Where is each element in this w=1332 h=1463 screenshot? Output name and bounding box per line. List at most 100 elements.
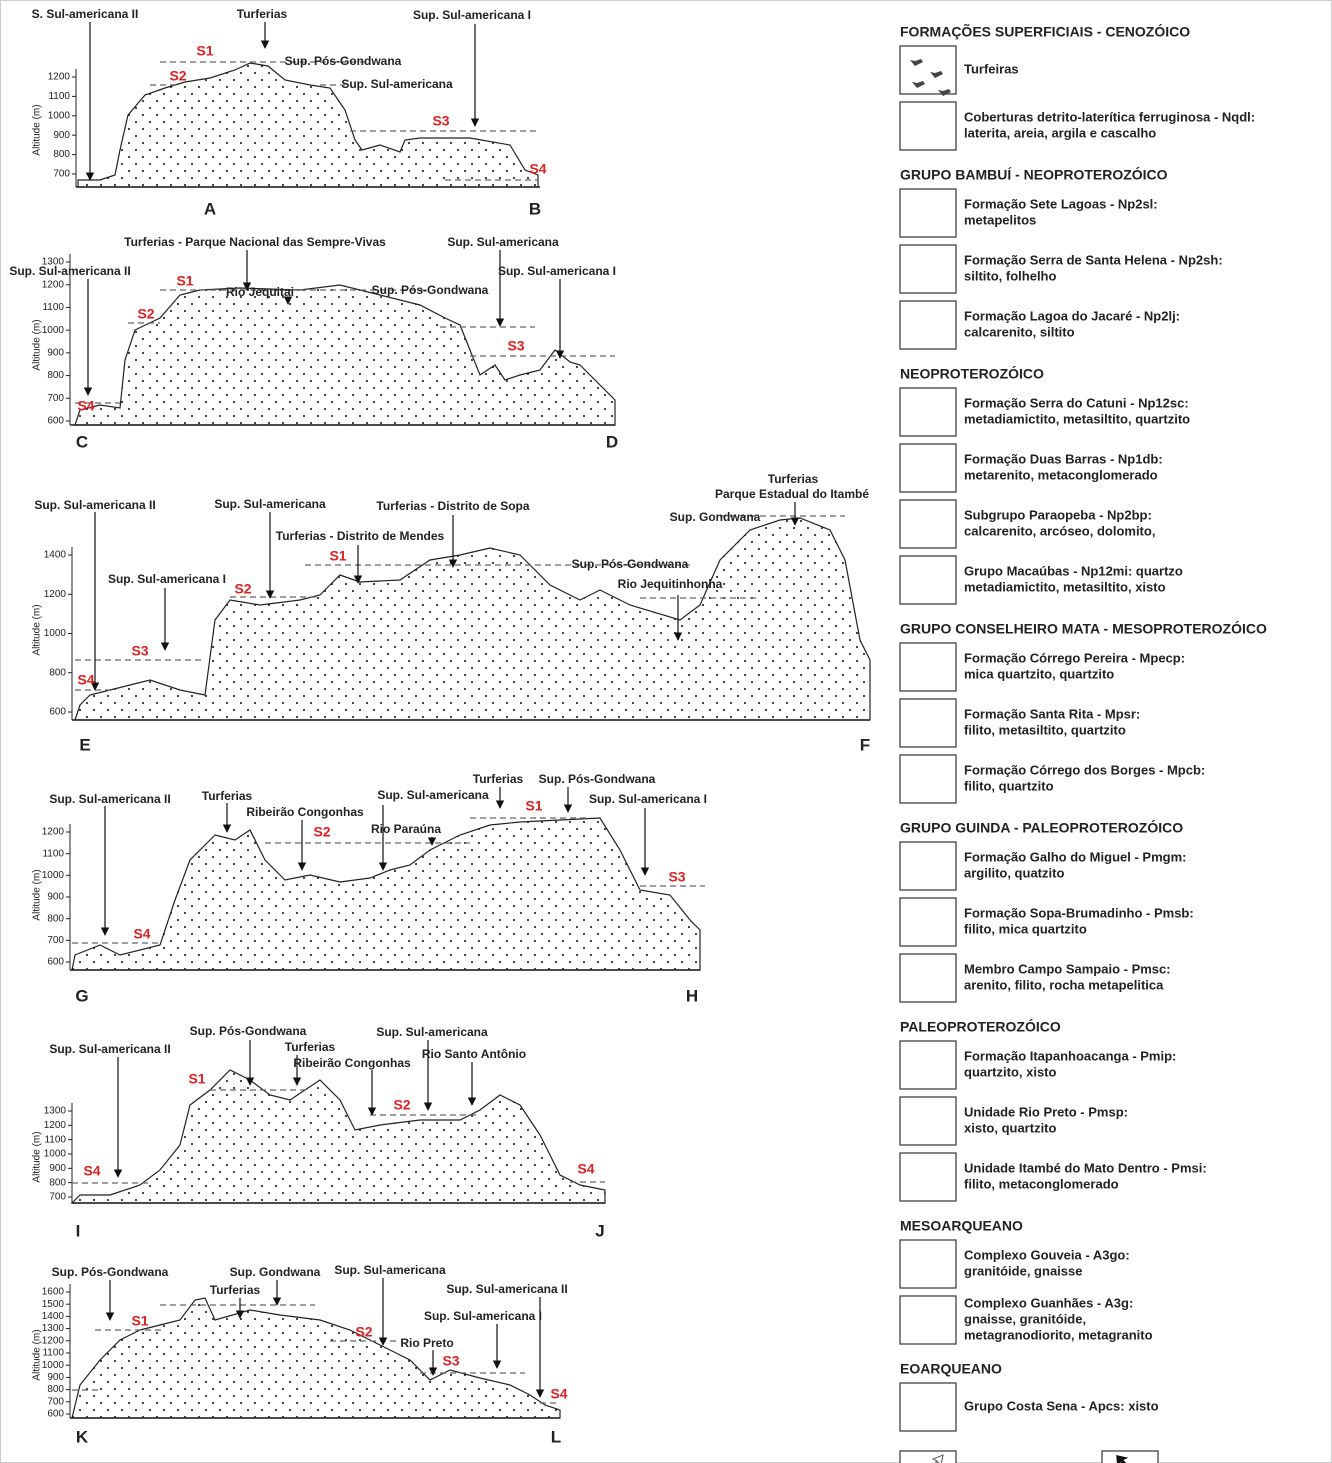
- annotation: Sup. Sul-americana II: [9, 264, 130, 278]
- surface-level: S2: [313, 824, 330, 840]
- legend-swatch: [900, 1041, 956, 1089]
- surface-level: S3: [668, 869, 685, 885]
- legend-text: metagranodiorito, metagranito: [964, 1327, 1153, 1342]
- legend-text: Membro Campo Sampaio - Pmsc:: [964, 961, 1171, 976]
- annotation: Sup. Gondwana: [230, 1265, 321, 1279]
- surface-level: S1: [329, 548, 346, 564]
- profile-end: H: [686, 986, 698, 1005]
- legend-text: Formação Duas Barras - Np1db:: [964, 451, 1163, 466]
- altitude-tick: 700: [53, 169, 70, 180]
- legend-text: Formação Galho do Miguel - Pmgm:: [964, 849, 1186, 864]
- annotation: Rio Jequitinhonha: [618, 577, 723, 591]
- axis-label: Altitude (m): [32, 104, 43, 155]
- profile-end: J: [595, 1221, 604, 1240]
- altitude-tick: 1000: [44, 628, 67, 639]
- altitude-tick: 900: [49, 1163, 66, 1174]
- surface-level: S4: [133, 926, 150, 942]
- annotation: Parque Estadual do Itambé: [715, 487, 869, 501]
- altitude-tick: 700: [47, 393, 64, 404]
- annotation: Turferias: [473, 772, 524, 786]
- legend-swatch: [900, 301, 956, 349]
- annotation: Sup. Sul-americana II: [49, 792, 170, 806]
- legend-swatch: [900, 643, 956, 691]
- surface-level: S3: [442, 1353, 459, 1369]
- altitude-tick: 1200: [42, 1335, 65, 1346]
- annotation: Sup. Sul-americana: [447, 235, 559, 249]
- profile-start: I: [76, 1221, 81, 1240]
- altitude-tick: 1100: [44, 1134, 66, 1145]
- annotation: Sup. Sul-americana I: [498, 264, 616, 278]
- altitude-tick: 700: [47, 935, 64, 946]
- surface-level: S1: [525, 798, 542, 814]
- altitude-tick: 1200: [48, 72, 71, 83]
- legend-text: metadiamictito, metasiltito, quartzito: [964, 411, 1190, 426]
- legend-text: filito, metaconglomerado: [964, 1176, 1119, 1191]
- legend-heading: GRUPO BAMBUÍ - NEOPROTEROZÓICO: [900, 166, 1168, 183]
- altitude-tick: 1000: [42, 870, 65, 881]
- legend-text: filito, mica quartzito: [964, 921, 1087, 936]
- legend-text: Formação Córrego dos Borges - Mpcb:: [964, 762, 1205, 777]
- axis-label: Altitude (m): [32, 869, 43, 920]
- legend-text: Formação Santa Rita - Mpsr:: [964, 706, 1140, 721]
- annotation: Sup. Sul-americana I: [108, 572, 226, 586]
- legend-swatch: [900, 1296, 956, 1344]
- surface-level: S4: [577, 1161, 594, 1177]
- frame: [1, 1, 1332, 1463]
- annotation: Sup. Pós-Gondwana: [52, 1265, 169, 1279]
- legend-text: Subgrupo Paraopeba - Np2bp:: [964, 507, 1152, 522]
- legend-text: Turfeiras: [964, 61, 1019, 76]
- altitude-tick: 900: [47, 1372, 64, 1383]
- legend-text: Coberturas detrito-laterítica ferruginos…: [964, 109, 1255, 124]
- annotation: Sup. Sul-americana: [334, 1263, 446, 1277]
- altitude-tick: 1000: [42, 1360, 65, 1371]
- legend-text: calcarenito, siltito: [964, 324, 1075, 339]
- annotation: Sup. Sul-americana: [341, 77, 453, 91]
- altitude-tick: 1600: [42, 1287, 65, 1298]
- annotation: Turferias - Parque Nacional das Sempre-V…: [124, 235, 386, 249]
- annotation: Sup. Sul-americana: [377, 788, 489, 802]
- legend-text: Grupo Macaúbas - Np12mi: quartzo: [964, 563, 1183, 578]
- altitude-tick: 1100: [48, 91, 70, 102]
- legend-text: Formação Lagoa do Jacaré - Np2lj:: [964, 308, 1180, 323]
- profile-end: B: [529, 199, 541, 218]
- annotation: Sup. Pós-Gondwana: [572, 557, 689, 571]
- altitude-tick: 700: [49, 1192, 66, 1203]
- altitude-tick: 900: [53, 130, 70, 141]
- surface-level: S4: [77, 398, 94, 414]
- surface-level: S2: [137, 306, 154, 322]
- legend-swatch: [900, 102, 956, 150]
- annotation: Turferias - Distrito de Sopa: [376, 499, 529, 513]
- legend-text: metapelitos: [964, 212, 1036, 227]
- surface-level: S2: [355, 1324, 372, 1340]
- altitude-tick: 800: [47, 913, 64, 924]
- annotation: Turferias: [285, 1040, 336, 1054]
- axis-label: Altitude (m): [32, 1131, 43, 1182]
- legend-swatch: [900, 699, 956, 747]
- annotation: Turferias: [202, 789, 253, 803]
- legend-text: gnaisse, granitóide,: [964, 1311, 1086, 1326]
- legend-swatch: [900, 1240, 956, 1288]
- legend-swatch: [1102, 1451, 1158, 1463]
- annotation: Sup. Sul-americana I: [589, 792, 707, 806]
- surface-level: S1: [131, 1313, 148, 1329]
- legend-swatch: [900, 898, 956, 946]
- legend-text: arenito, filito, rocha metapelitica: [964, 977, 1164, 992]
- legend-text: filito, quartzito: [964, 778, 1054, 793]
- profile-start: E: [79, 735, 90, 754]
- legend-text: Formação Itapanhoacanga - Pmip:: [964, 1048, 1176, 1063]
- altitude-tick: 900: [47, 347, 64, 358]
- annotation: Rio Paraúna: [371, 822, 441, 836]
- altitude-tick: 900: [47, 892, 64, 903]
- altitude-tick: 1200: [44, 589, 67, 600]
- legend-swatch: [900, 444, 956, 492]
- legend-swatch: [900, 500, 956, 548]
- legend-text: calcarenito, arcóseo, dolomito,: [964, 523, 1155, 538]
- altitude-tick: 600: [47, 416, 64, 427]
- altitude-tick: 600: [47, 957, 64, 968]
- altitude-tick: 1400: [44, 550, 67, 561]
- altitude-tick: 600: [47, 1409, 64, 1420]
- annotation: Rio Santo Antônio: [422, 1047, 526, 1061]
- figure: 700800900100011001200Altitude (m)ABS. Su…: [0, 0, 1332, 1463]
- annotation: Sup. Sul-americana I: [413, 8, 531, 22]
- legend-text: Formação Sopa-Brumadinho - Pmsb:: [964, 905, 1194, 920]
